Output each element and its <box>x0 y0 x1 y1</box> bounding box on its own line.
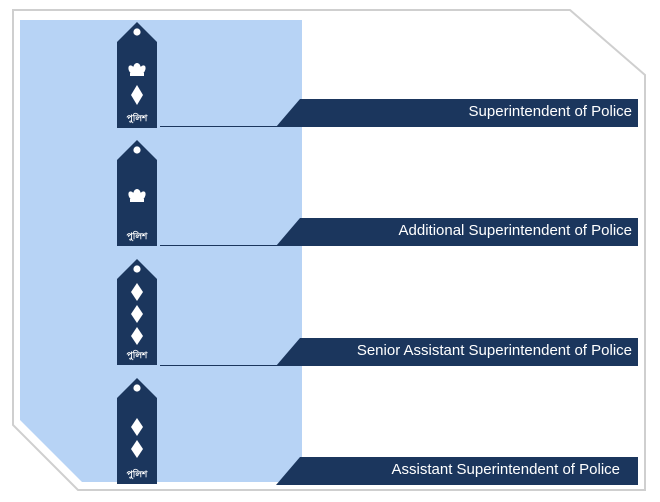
star-icon <box>131 85 143 105</box>
rank-banner <box>276 457 638 485</box>
emblem-text: পুলিশ <box>126 232 148 242</box>
rank-banner <box>276 99 638 127</box>
rank-banner <box>276 338 638 366</box>
star-icon <box>131 440 143 458</box>
emblem-text: পুলিশ <box>126 351 148 361</box>
star-icon <box>131 327 143 345</box>
emblem-text: পুলিশ <box>126 114 148 124</box>
divider-line <box>160 245 302 246</box>
star-icon <box>131 283 143 301</box>
shoulder-epaulette <box>117 140 157 246</box>
rank-label-additional-superintendent: Additional Superintendent of Police <box>398 222 633 239</box>
divider-line <box>160 365 302 366</box>
rank-label-superintendent: Superintendent of Police <box>468 103 632 120</box>
shoulder-epaulette <box>117 378 157 484</box>
shoulder-epaulette <box>117 259 157 365</box>
star-icon <box>131 305 143 323</box>
rank-label-assistant-superintendent: Assistant Superintendent of Police <box>391 461 620 478</box>
star-icon <box>131 418 143 436</box>
rank-label-senior-assistant-superintendent: Senior Assistant Superintendent of Polic… <box>356 342 632 359</box>
emblem-text: পুলিশ <box>126 470 148 480</box>
blue-panel <box>20 20 302 482</box>
shoulder-epaulette <box>117 22 157 128</box>
divider-line <box>160 126 302 127</box>
lotus-icon <box>128 63 146 76</box>
lotus-icon <box>128 189 146 202</box>
rank-banner <box>276 218 638 246</box>
